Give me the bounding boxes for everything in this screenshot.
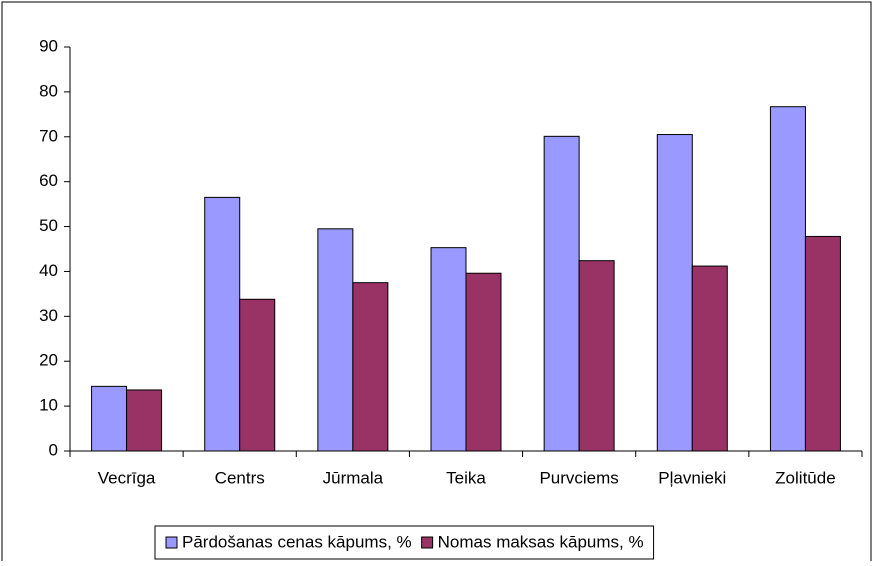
bar <box>691 265 728 452</box>
y-tick-label: 80 <box>39 81 58 100</box>
legend-label: Nomas maksas kāpums, % <box>438 532 644 551</box>
x-tick-label: Zolitūde <box>775 468 835 487</box>
bar <box>465 272 502 452</box>
x-tick-label: Pļavnieki <box>658 468 726 487</box>
legend-swatch <box>165 536 178 549</box>
legend-box <box>154 525 655 560</box>
legend: Pārdošanas cenas kāpums, % Nomas maksas k… <box>154 525 655 560</box>
bar <box>578 260 615 452</box>
y-tick-label: 40 <box>39 261 58 280</box>
y-tick-label: 50 <box>39 216 58 235</box>
bar <box>91 385 128 452</box>
bar <box>430 247 467 452</box>
bar <box>204 196 241 452</box>
y-tick-label: 70 <box>39 126 58 145</box>
bar <box>769 106 806 452</box>
bar <box>317 228 354 452</box>
y-tick-label: 60 <box>39 171 58 190</box>
legend-label: Pārdošanas cenas kāpums, % <box>182 532 412 551</box>
bar <box>239 298 276 452</box>
y-tick-label: 20 <box>39 351 58 370</box>
x-tick-label: Vecrīga <box>98 468 156 487</box>
bar <box>656 134 693 452</box>
y-tick-label: 10 <box>39 396 58 415</box>
bar <box>126 389 163 452</box>
y-tick-label: 30 <box>39 306 58 325</box>
y-tick-label: 90 <box>39 36 58 55</box>
bar <box>804 235 841 452</box>
y-tick-label: 0 <box>49 440 58 459</box>
x-tick-label: Teika <box>446 468 486 487</box>
legend-swatch <box>421 536 434 549</box>
x-tick-label: Centrs <box>215 468 265 487</box>
x-tick-label: Jūrmala <box>323 468 384 487</box>
bar <box>543 135 580 452</box>
bar <box>352 282 389 452</box>
x-tick-label: Purvciems <box>539 468 618 487</box>
